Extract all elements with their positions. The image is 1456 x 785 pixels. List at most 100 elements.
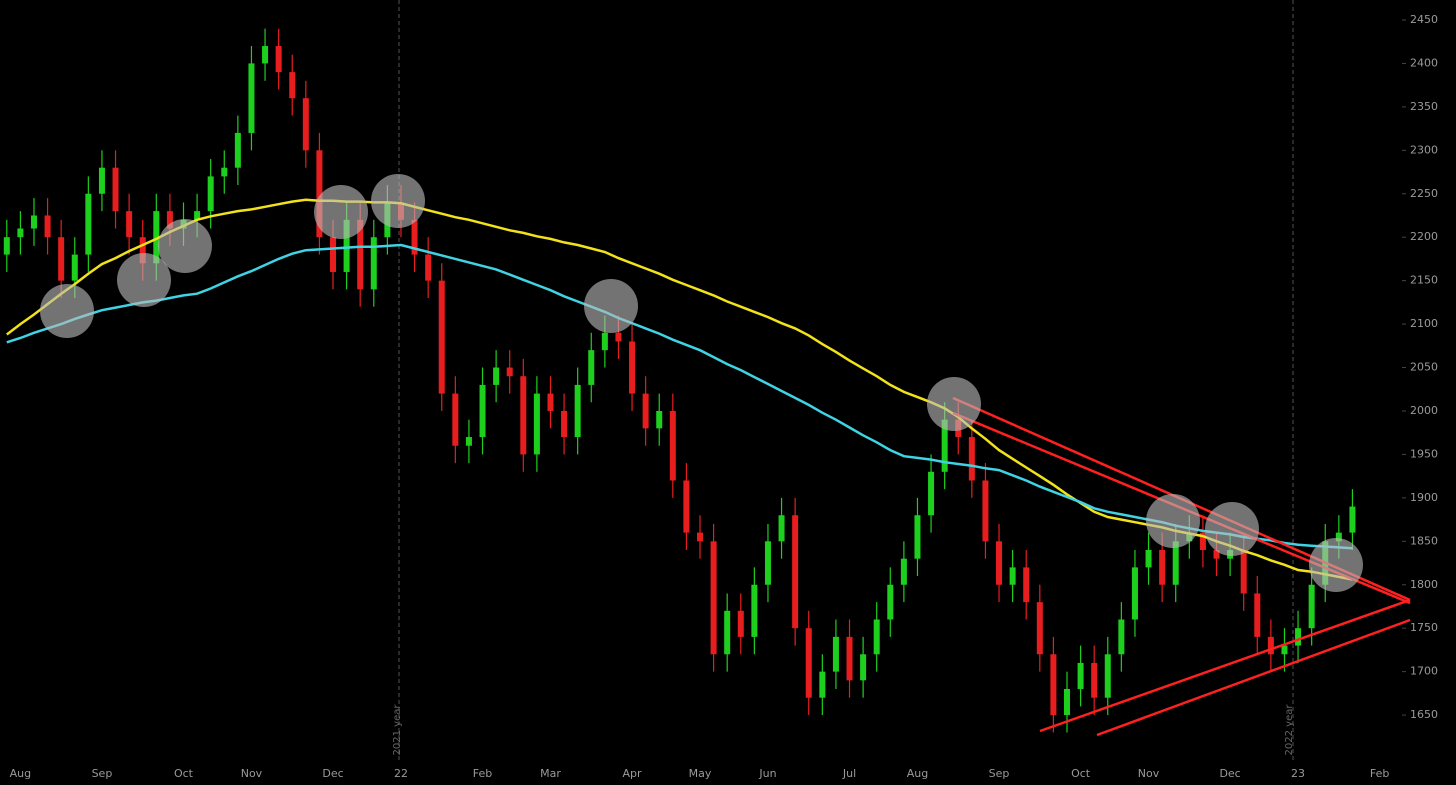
candle-body — [1172, 541, 1179, 585]
candle-body — [1281, 645, 1288, 655]
candle-body — [724, 610, 731, 655]
highlight-circle — [927, 377, 981, 431]
trendline — [1096, 618, 1411, 737]
candle-body — [1213, 549, 1220, 559]
candle-body — [601, 332, 608, 351]
candle-body — [465, 437, 472, 446]
candle-body — [153, 211, 160, 264]
candle-body — [506, 367, 513, 377]
candle-body — [71, 254, 78, 281]
candle-body — [479, 384, 486, 438]
candle-body — [330, 237, 337, 272]
x-tick-label: Jun — [758, 767, 776, 780]
candle-body — [1349, 506, 1356, 533]
candle-body — [968, 437, 975, 481]
candle-body — [629, 341, 636, 394]
candle-body — [221, 167, 228, 177]
y-tick-label: 1800 — [1410, 578, 1438, 591]
candle-body — [112, 167, 119, 212]
candle-body — [778, 515, 785, 542]
y-tick-label: 1850 — [1410, 534, 1438, 547]
candle-body — [764, 541, 771, 585]
candle-body — [520, 376, 527, 455]
y-tick-label: 1950 — [1410, 447, 1438, 460]
candle-body — [860, 654, 867, 681]
candle-body — [17, 228, 24, 238]
candle-body — [343, 219, 350, 272]
candle-body — [1295, 628, 1302, 646]
moving-average-line — [6, 198, 1353, 581]
candle-body — [1267, 636, 1274, 655]
x-tick-label: Dec — [1219, 767, 1240, 780]
y-tick-label: 1900 — [1410, 491, 1438, 504]
candle-body — [1131, 567, 1138, 620]
candle-body — [642, 393, 649, 429]
candle-body — [1118, 619, 1125, 655]
y-tick-label: 2050 — [1410, 361, 1438, 374]
candle-body — [126, 211, 133, 238]
candle-body — [30, 215, 37, 229]
candle-body — [44, 215, 51, 238]
x-tick-label: Dec — [322, 767, 343, 780]
candle-body — [751, 584, 758, 637]
candle-body — [1159, 549, 1166, 585]
x-tick-label: Sep — [989, 767, 1010, 780]
candle-body — [3, 237, 10, 255]
candle-body — [302, 98, 309, 151]
x-tick-label: Jul — [842, 767, 856, 780]
candle-body — [683, 480, 690, 533]
x-tick-label: Feb — [1370, 767, 1389, 780]
candle-body — [1050, 654, 1057, 716]
trendline — [1039, 598, 1411, 733]
x-tick-label: Mar — [540, 767, 561, 780]
candle-body — [1145, 549, 1152, 568]
candle-body — [1308, 584, 1315, 629]
candle-body — [411, 219, 418, 255]
candle-body — [656, 410, 663, 429]
y-tick-label: 1700 — [1410, 665, 1438, 678]
highlight-circle — [1309, 538, 1363, 592]
candle-body — [1240, 549, 1247, 594]
candle-body — [710, 541, 717, 655]
candle-body — [669, 410, 676, 481]
moving-average-line — [6, 243, 1353, 550]
candle-body — [846, 636, 853, 681]
candle-body — [248, 63, 255, 133]
highlight-circle — [1146, 494, 1200, 548]
x-tick-label: 23 — [1291, 767, 1305, 780]
candle-body — [737, 610, 744, 637]
candle-body — [139, 237, 146, 264]
candle-body — [832, 636, 839, 672]
candle-body — [533, 393, 540, 455]
candle-body — [438, 280, 445, 394]
candle-body — [98, 167, 105, 194]
year-label: 2021 year — [392, 704, 403, 756]
candle-body — [941, 419, 948, 472]
plot-area — [3, 28, 1356, 733]
candle-body — [1091, 662, 1098, 698]
candle-body — [1199, 532, 1206, 550]
highlight-circle — [40, 284, 94, 338]
candle-body — [697, 532, 703, 542]
highlight-circle — [158, 219, 212, 273]
x-tick-label: Sep — [92, 767, 113, 780]
candle-body — [588, 350, 595, 385]
x-tick-label: Feb — [473, 767, 492, 780]
y-tick-label: 2150 — [1410, 274, 1438, 287]
highlight-circle — [1205, 502, 1259, 556]
y-tick-label: 2300 — [1410, 143, 1438, 156]
x-tick-label: Nov — [241, 767, 263, 780]
y-tick-label: 2000 — [1410, 404, 1438, 417]
candle-body — [615, 332, 622, 342]
candle-body — [996, 541, 1003, 585]
candle-body — [547, 393, 554, 411]
candle-body — [1036, 602, 1043, 655]
y-tick-label: 2250 — [1410, 187, 1438, 200]
candle-body — [370, 237, 377, 290]
candle-body — [166, 211, 173, 229]
y-tick-label: 2450 — [1410, 13, 1438, 26]
candle-body — [928, 471, 935, 516]
highlight-circle — [117, 253, 171, 307]
